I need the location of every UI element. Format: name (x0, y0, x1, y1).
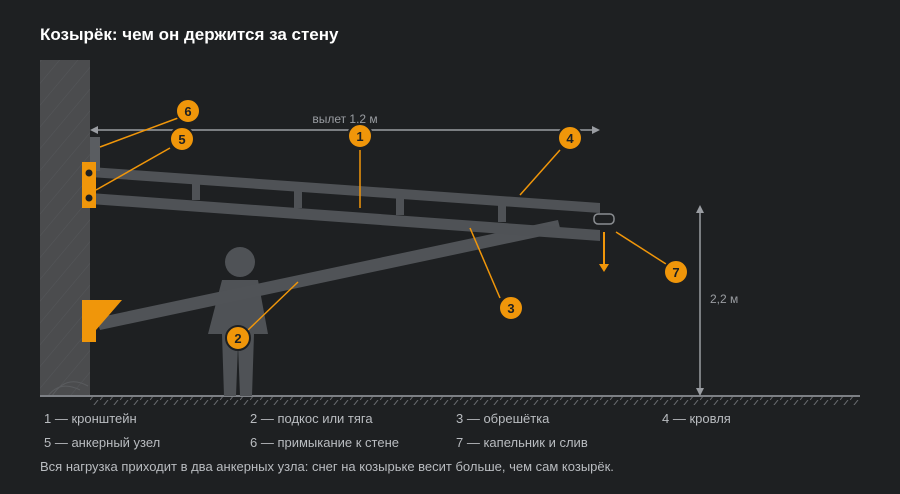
legend-item-bracket: 1 — кронштейн (44, 411, 137, 426)
svg-text:4: 4 (566, 131, 574, 146)
legend-item-anchor: 5 — анкерный узел (44, 435, 160, 450)
marker-6: 6 (176, 99, 200, 123)
ground-hatch (90, 397, 860, 405)
strut (96, 220, 561, 330)
drip-arrow-head (599, 264, 609, 272)
svg-text:5: 5 (178, 132, 185, 147)
legend-item-roofing: 4 — кровля (662, 411, 731, 426)
anchor-bolt (86, 170, 93, 177)
marker-1: 1 (348, 124, 372, 148)
overhang-dimension (90, 126, 600, 134)
person-silhouette (208, 247, 268, 396)
svg-text:3: 3 (507, 301, 514, 316)
svg-text:6: 6 (184, 104, 191, 119)
legend-item-drip: 7 — капельник и слив (456, 435, 588, 450)
marker-3: 3 (499, 296, 523, 320)
marker-4: 4 (558, 126, 582, 150)
marker-5: 5 (170, 127, 194, 151)
svg-text:7: 7 (672, 265, 679, 280)
caption: Вся нагрузка приходит в два анкерных узл… (40, 459, 614, 474)
legend-item-strut: 2 — подкос или тяга (250, 411, 373, 426)
height-label: 2,2 м (710, 292, 738, 306)
svg-text:2: 2 (234, 331, 241, 346)
legend-item-battens: 3 — обрешётка (456, 411, 549, 426)
legend-item-abutment: 6 — примыкание к стене (250, 435, 399, 450)
height-dimension (696, 205, 704, 396)
overhang-label: вылет 1,2 м (312, 112, 377, 126)
wall (40, 60, 90, 396)
drip-edge (594, 214, 614, 224)
svg-text:1: 1 (356, 129, 363, 144)
marker-2: 2 (226, 326, 250, 350)
marker-7: 7 (664, 260, 688, 284)
anchor-bolt (86, 195, 93, 202)
